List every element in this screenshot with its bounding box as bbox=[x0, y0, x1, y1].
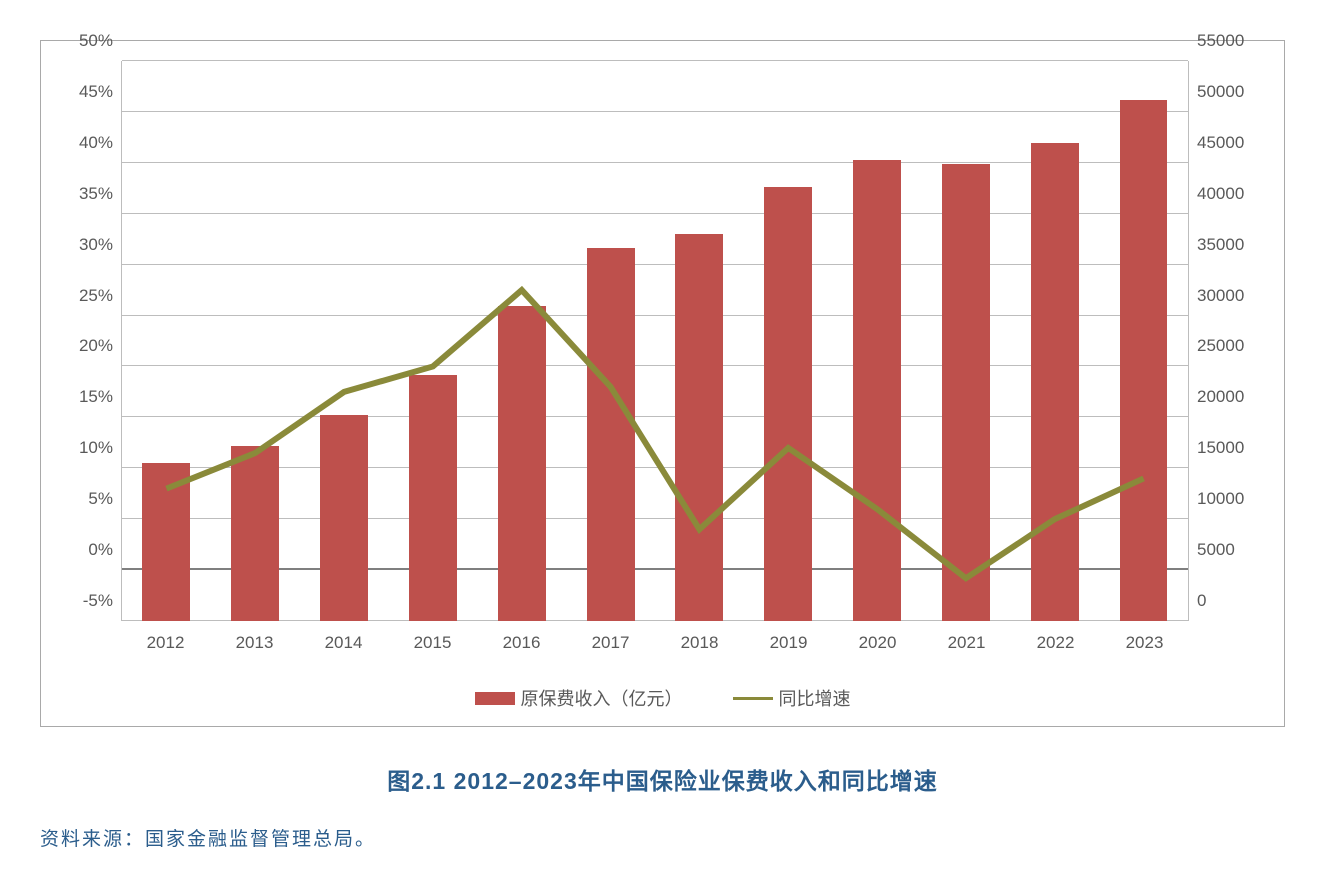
x-tick: 2015 bbox=[388, 633, 477, 653]
bar bbox=[764, 187, 812, 621]
y-right-tick: 20000 bbox=[1197, 387, 1244, 407]
x-tick: 2012 bbox=[121, 633, 210, 653]
legend-item-bar: 原保费收入（亿元） bbox=[475, 685, 683, 711]
y-left-tick: 50% bbox=[79, 31, 113, 51]
chart-caption: 图2.1 2012–2023年中国保险业保费收入和同比增速 bbox=[40, 762, 1285, 796]
legend-line-swatch bbox=[733, 697, 773, 700]
legend-bar-label: 原保费收入（亿元） bbox=[521, 685, 683, 711]
bar-slot bbox=[300, 61, 389, 621]
bar bbox=[320, 415, 368, 621]
y-right-tick: 55000 bbox=[1197, 31, 1244, 51]
bar-slot bbox=[833, 61, 922, 621]
x-tick: 2020 bbox=[833, 633, 922, 653]
y-right-tick: 25000 bbox=[1197, 336, 1244, 356]
bar-slot bbox=[655, 61, 744, 621]
legend-item-line: 同比增速 bbox=[733, 685, 851, 711]
plot-area: -5%0%5%10%15%20%25%30%35%40%45%50% 05000… bbox=[66, 61, 1259, 621]
bar bbox=[142, 463, 190, 621]
y-left-tick: 40% bbox=[79, 133, 113, 153]
x-tick: 2023 bbox=[1100, 633, 1189, 653]
x-tick: 2021 bbox=[922, 633, 1011, 653]
x-tick: 2016 bbox=[477, 633, 566, 653]
bar-slot bbox=[566, 61, 655, 621]
y-left-tick: -5% bbox=[83, 591, 113, 611]
chart-frame: -5%0%5%10%15%20%25%30%35%40%45%50% 05000… bbox=[40, 40, 1285, 727]
x-tick: 2013 bbox=[210, 633, 299, 653]
y-left-tick: 45% bbox=[79, 82, 113, 102]
x-tick: 2018 bbox=[655, 633, 744, 653]
x-tick: 2017 bbox=[566, 633, 655, 653]
y-axis-right: 0 5000 10000 15000 20000 25000 30000 35000 40000… bbox=[1189, 61, 1259, 621]
y-left-tick: 5% bbox=[88, 489, 113, 509]
bar bbox=[1120, 100, 1168, 621]
y-left-tick: 15% bbox=[79, 387, 113, 407]
bar bbox=[231, 446, 279, 621]
bar bbox=[587, 248, 635, 621]
bar bbox=[409, 375, 457, 621]
y-left-tick: 20% bbox=[79, 336, 113, 356]
y-axis-left: -5%0%5%10%15%20%25%30%35%40%45%50% bbox=[66, 61, 121, 621]
bar-slot bbox=[1099, 61, 1188, 621]
bar-slot bbox=[122, 61, 211, 621]
bar-slot bbox=[388, 61, 477, 621]
legend-line-label: 同比增速 bbox=[779, 685, 851, 711]
y-right-tick: 50000 bbox=[1197, 82, 1244, 102]
bar-slot bbox=[1010, 61, 1099, 621]
y-right-tick: 0 bbox=[1197, 591, 1206, 611]
y-right-tick: 45000 bbox=[1197, 133, 1244, 153]
bar bbox=[1031, 143, 1079, 621]
y-left-tick: 25% bbox=[79, 286, 113, 306]
y-right-tick: 40000 bbox=[1197, 184, 1244, 204]
x-axis: 2012201320142015201620172018201920202021… bbox=[121, 633, 1189, 653]
y-right-tick: 5000 bbox=[1197, 540, 1235, 560]
bars-group bbox=[122, 61, 1188, 621]
legend: 原保费收入（亿元） 同比增速 bbox=[66, 685, 1259, 711]
bar bbox=[853, 160, 901, 621]
y-left-tick: 35% bbox=[79, 184, 113, 204]
chart-container: -5%0%5%10%15%20%25%30%35%40%45%50% 05000… bbox=[40, 40, 1285, 851]
bar-slot bbox=[211, 61, 300, 621]
y-left-tick: 10% bbox=[79, 438, 113, 458]
bar bbox=[498, 306, 546, 621]
chart-source: 资料来源：国家金融监督管理总局。 bbox=[40, 824, 1285, 851]
legend-bar-swatch bbox=[475, 692, 515, 705]
bar-slot bbox=[477, 61, 566, 621]
bar bbox=[942, 164, 990, 621]
x-tick: 2014 bbox=[299, 633, 388, 653]
y-right-tick: 15000 bbox=[1197, 438, 1244, 458]
y-right-tick: 30000 bbox=[1197, 286, 1244, 306]
x-tick: 2022 bbox=[1011, 633, 1100, 653]
x-tick: 2019 bbox=[744, 633, 833, 653]
y-right-tick: 10000 bbox=[1197, 489, 1244, 509]
bar bbox=[675, 234, 723, 621]
bar-slot bbox=[921, 61, 1010, 621]
bar-slot bbox=[744, 61, 833, 621]
plot bbox=[121, 61, 1189, 621]
y-left-tick: 30% bbox=[79, 235, 113, 255]
y-left-tick: 0% bbox=[88, 540, 113, 560]
y-right-tick: 35000 bbox=[1197, 235, 1244, 255]
